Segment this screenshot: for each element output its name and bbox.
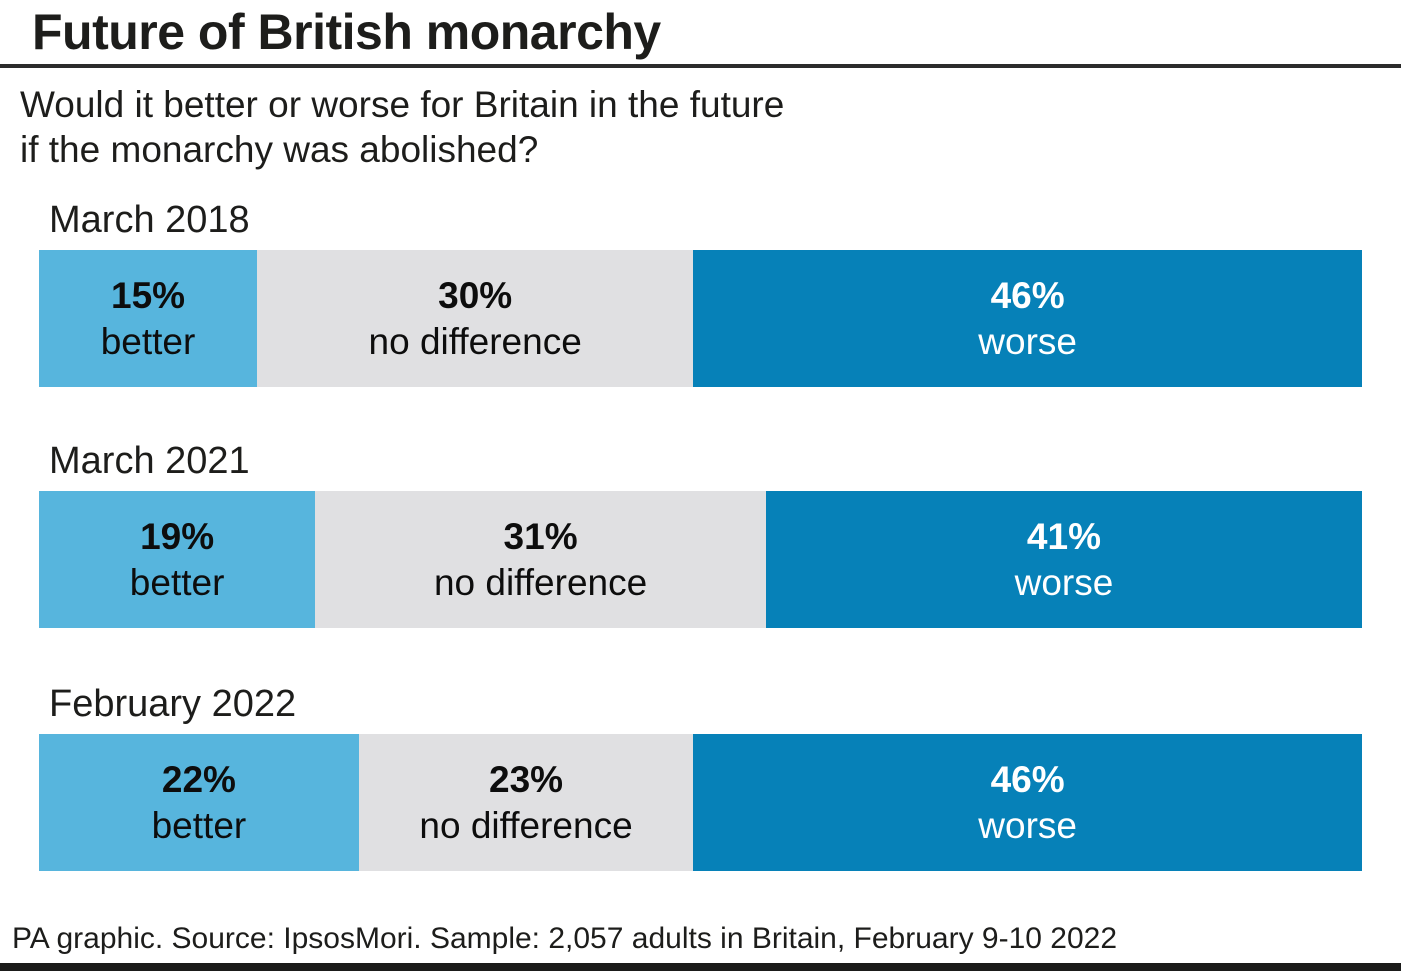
segment-label: worse [1014, 561, 1114, 603]
bar-segment-better: 15% better [39, 250, 258, 387]
segment-value: 23% [489, 758, 564, 800]
segment-label: worse [978, 320, 1077, 362]
bar-segment-no-difference: 23% no difference [358, 734, 694, 871]
segment-label: better [129, 561, 225, 603]
chart-question: Would it better or worse for Britain in … [20, 82, 1401, 172]
bar-segment-better: 22% better [39, 734, 359, 871]
segment-value: 31% [503, 515, 578, 557]
segment-value: 46% [990, 274, 1065, 316]
chart-row-february-2022: February 2022 22% better 23% no differen… [39, 682, 1362, 871]
period-label: March 2021 [49, 440, 250, 482]
segment-label: worse [978, 804, 1077, 846]
stacked-bar: 15% better 30% no difference 46% worse [39, 250, 1362, 387]
title-divider [0, 64, 1401, 68]
bar-segment-worse: 41% worse [765, 491, 1362, 628]
segment-label: better [100, 320, 196, 362]
chart-question-line-1: Would it better or worse for Britain in … [20, 84, 785, 125]
bar-segment-better: 19% better [39, 491, 316, 628]
stacked-bar: 22% better 23% no difference 46% worse [39, 734, 1362, 871]
segment-value: 41% [1026, 515, 1101, 557]
segment-label: no difference [419, 804, 633, 846]
segment-label: no difference [433, 561, 648, 603]
chart-row-march-2021: March 2021 19% better 31% no difference … [39, 439, 1362, 628]
bar-segment-worse: 46% worse [693, 734, 1362, 871]
segment-value: 15% [111, 274, 186, 316]
period-label: March 2018 [49, 199, 250, 241]
bar-segment-no-difference: 31% no difference [315, 491, 766, 628]
segment-value: 46% [990, 758, 1065, 800]
stacked-bar: 19% better 31% no difference 41% worse [39, 491, 1362, 628]
chart-row-march-2018: March 2018 15% better 30% no difference … [39, 198, 1362, 387]
page-title: Future of British monarchy [32, 4, 661, 60]
segment-value: 30% [438, 274, 513, 316]
period-label: February 2022 [49, 683, 297, 725]
segment-value: 22% [161, 758, 236, 800]
bar-segment-no-difference: 30% no difference [257, 250, 694, 387]
segment-value: 19% [140, 515, 215, 557]
segment-label: better [151, 804, 247, 846]
bar-segment-worse: 46% worse [693, 250, 1362, 387]
bottom-border-strip [0, 963, 1401, 971]
source-attribution: PA graphic. Source: IpsosMori. Sample: 2… [12, 922, 1118, 955]
chart-question-line-2: if the monarchy was abolished? [20, 129, 539, 170]
stacked-bar-chart: March 2018 15% better 30% no difference … [39, 198, 1362, 871]
segment-label: no difference [368, 320, 582, 362]
